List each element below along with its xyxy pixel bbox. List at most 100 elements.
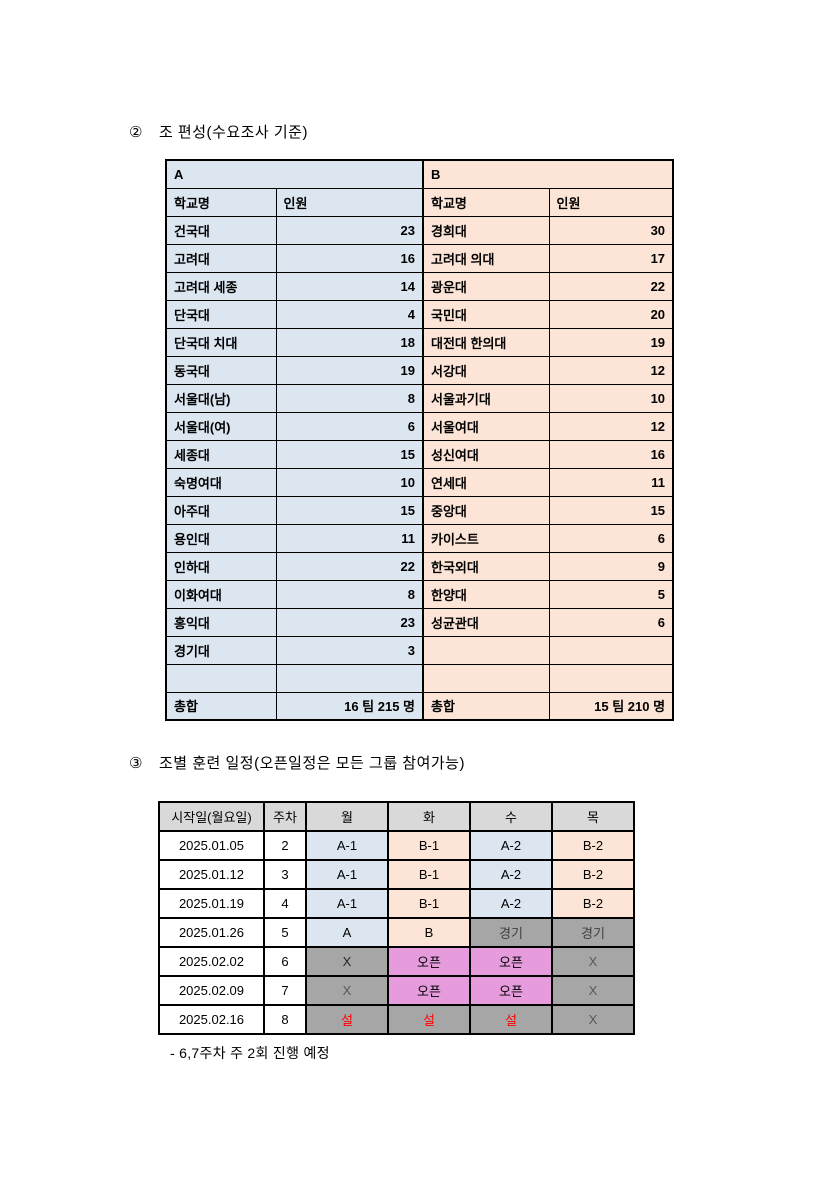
school-cell-a: 서울대(남) xyxy=(165,383,277,413)
count-cell-b xyxy=(548,663,674,693)
day-schedule-cell: 경기 xyxy=(551,917,635,948)
count-cell-a: 22 xyxy=(275,551,424,581)
day-schedule-cell: X xyxy=(305,946,389,977)
count-cell-b: 9 xyxy=(548,551,674,581)
start-date-cell: 2025.02.09 xyxy=(158,975,265,1006)
count-cell-a: 6 xyxy=(275,411,424,441)
schedule-row: 2025.02.02 6 X 오픈 오픈 X xyxy=(158,946,635,977)
week-number-cell: 7 xyxy=(263,975,307,1006)
count-cell-b: 20 xyxy=(548,299,674,329)
count-cell-b: 6 xyxy=(548,607,674,637)
school-cell-b: 성신여대 xyxy=(422,439,550,469)
count-cell-b: 11 xyxy=(548,467,674,497)
day-schedule-cell: B-2 xyxy=(551,830,635,861)
roster-row: 서울대(여) 6 서울여대 12 xyxy=(165,411,674,441)
school-cell-b: 성균관대 xyxy=(422,607,550,637)
count-cell-a: 8 xyxy=(275,579,424,609)
day-schedule-cell: B-1 xyxy=(387,859,471,890)
count-cell-b: 15 xyxy=(548,495,674,525)
school-cell-a: 동국대 xyxy=(165,355,277,385)
school-cell-a: 숙명여대 xyxy=(165,467,277,497)
count-cell-a: 23 xyxy=(275,607,424,637)
count-cell-b: 22 xyxy=(548,271,674,301)
school-cell-a: 홍익대 xyxy=(165,607,277,637)
week-number-cell: 2 xyxy=(263,830,307,861)
header-week: 주차 xyxy=(263,801,307,832)
total-value-b: 15 팀 210 명 xyxy=(548,691,674,721)
day-schedule-cell: A-1 xyxy=(305,888,389,919)
schedule-row: 2025.01.12 3 A-1 B-1 A-2 B-2 xyxy=(158,859,635,890)
count-cell-b: 10 xyxy=(548,383,674,413)
day-schedule-cell: 오픈 xyxy=(469,946,553,977)
day-schedule-cell: X xyxy=(551,975,635,1006)
col-header-school-b: 학교명 xyxy=(422,187,550,217)
roster-row: 단국대 치대 18 대전대 한의대 19 xyxy=(165,327,674,357)
school-cell-b: 국민대 xyxy=(422,299,550,329)
count-cell-a: 10 xyxy=(275,467,424,497)
count-cell-a: 3 xyxy=(275,635,424,665)
day-schedule-cell: B-2 xyxy=(551,888,635,919)
count-cell-b: 19 xyxy=(548,327,674,357)
week-number-cell: 6 xyxy=(263,946,307,977)
school-cell-b: 한양대 xyxy=(422,579,550,609)
count-cell-a xyxy=(275,663,424,693)
roster-row: 경기대 3 xyxy=(165,635,674,665)
day-schedule-cell: 오픈 xyxy=(469,975,553,1006)
school-cell-b: 고려대 의대 xyxy=(422,243,550,273)
roster-row: 세종대 15 성신여대 16 xyxy=(165,439,674,469)
day-schedule-cell: B xyxy=(387,917,471,948)
circled-3-marker: ③ xyxy=(129,755,143,772)
header-wed: 수 xyxy=(469,801,553,832)
school-cell-a: 고려대 세종 xyxy=(165,271,277,301)
roster-row: 단국대 4 국민대 20 xyxy=(165,299,674,329)
col-header-count-a: 인원 xyxy=(275,187,424,217)
week-number-cell: 4 xyxy=(263,888,307,919)
schedule-header-row: 시작일(월요일) 주차 월 화 수 목 xyxy=(158,801,635,832)
school-cell-a: 서울대(여) xyxy=(165,411,277,441)
schedule-row: 2025.01.05 2 A-1 B-1 A-2 B-2 xyxy=(158,830,635,861)
start-date-cell: 2025.01.26 xyxy=(158,917,265,948)
day-schedule-cell: A xyxy=(305,917,389,948)
section-schedule-title: ③ 조별 훈련 일정(오픈일정은 모든 그룹 참여가능) xyxy=(129,752,465,773)
schedule-row: 2025.02.16 8 설 설 설 X xyxy=(158,1004,635,1035)
schedule-row: 2025.01.26 5 A B 경기 경기 xyxy=(158,917,635,948)
day-schedule-cell: B-2 xyxy=(551,859,635,890)
roster-row: 서울대(남) 8 서울과기대 10 xyxy=(165,383,674,413)
roster-row: 고려대 16 고려대 의대 17 xyxy=(165,243,674,273)
roster-row: 건국대 23 경희대 30 xyxy=(165,215,674,245)
school-cell-b: 중앙대 xyxy=(422,495,550,525)
count-cell-b: 5 xyxy=(548,579,674,609)
count-cell-a: 14 xyxy=(275,271,424,301)
count-cell-a: 23 xyxy=(275,215,424,245)
start-date-cell: 2025.01.05 xyxy=(158,830,265,861)
day-schedule-cell: A-1 xyxy=(305,859,389,890)
roster-row: 동국대 19 서강대 12 xyxy=(165,355,674,385)
school-cell-a: 이화여대 xyxy=(165,579,277,609)
day-schedule-cell: 오픈 xyxy=(387,975,471,1006)
group-a-header: A xyxy=(165,159,424,189)
school-cell-b: 연세대 xyxy=(422,467,550,497)
schedule-table: 시작일(월요일) 주차 월 화 수 목 2025.01.05 2 A-1 B-1 A-2… xyxy=(158,801,635,1035)
header-start-date: 시작일(월요일) xyxy=(158,801,265,832)
day-schedule-cell: X xyxy=(305,975,389,1006)
total-value-a: 16 팀 215 명 xyxy=(275,691,424,721)
section-roster-title: ② 조 편성(수요조사 기준) xyxy=(129,121,308,142)
day-schedule-cell: A-1 xyxy=(305,830,389,861)
col-header-count-b: 인원 xyxy=(548,187,674,217)
school-cell-b: 광운대 xyxy=(422,271,550,301)
group-b-header: B xyxy=(422,159,674,189)
total-label-b: 총합 xyxy=(422,691,550,721)
week-number-cell: 8 xyxy=(263,1004,307,1035)
count-cell-a: 18 xyxy=(275,327,424,357)
count-cell-a: 15 xyxy=(275,495,424,525)
week-number-cell: 3 xyxy=(263,859,307,890)
count-cell-a: 8 xyxy=(275,383,424,413)
schedule-footnote: - 6,7주차 주 2회 진행 예정 xyxy=(170,1045,330,1061)
school-cell-b: 서울과기대 xyxy=(422,383,550,413)
roster-row: 이화여대 8 한양대 5 xyxy=(165,579,674,609)
header-mon: 월 xyxy=(305,801,389,832)
day-schedule-cell: A-2 xyxy=(469,830,553,861)
day-schedule-cell: B-1 xyxy=(387,888,471,919)
school-cell-a: 건국대 xyxy=(165,215,277,245)
